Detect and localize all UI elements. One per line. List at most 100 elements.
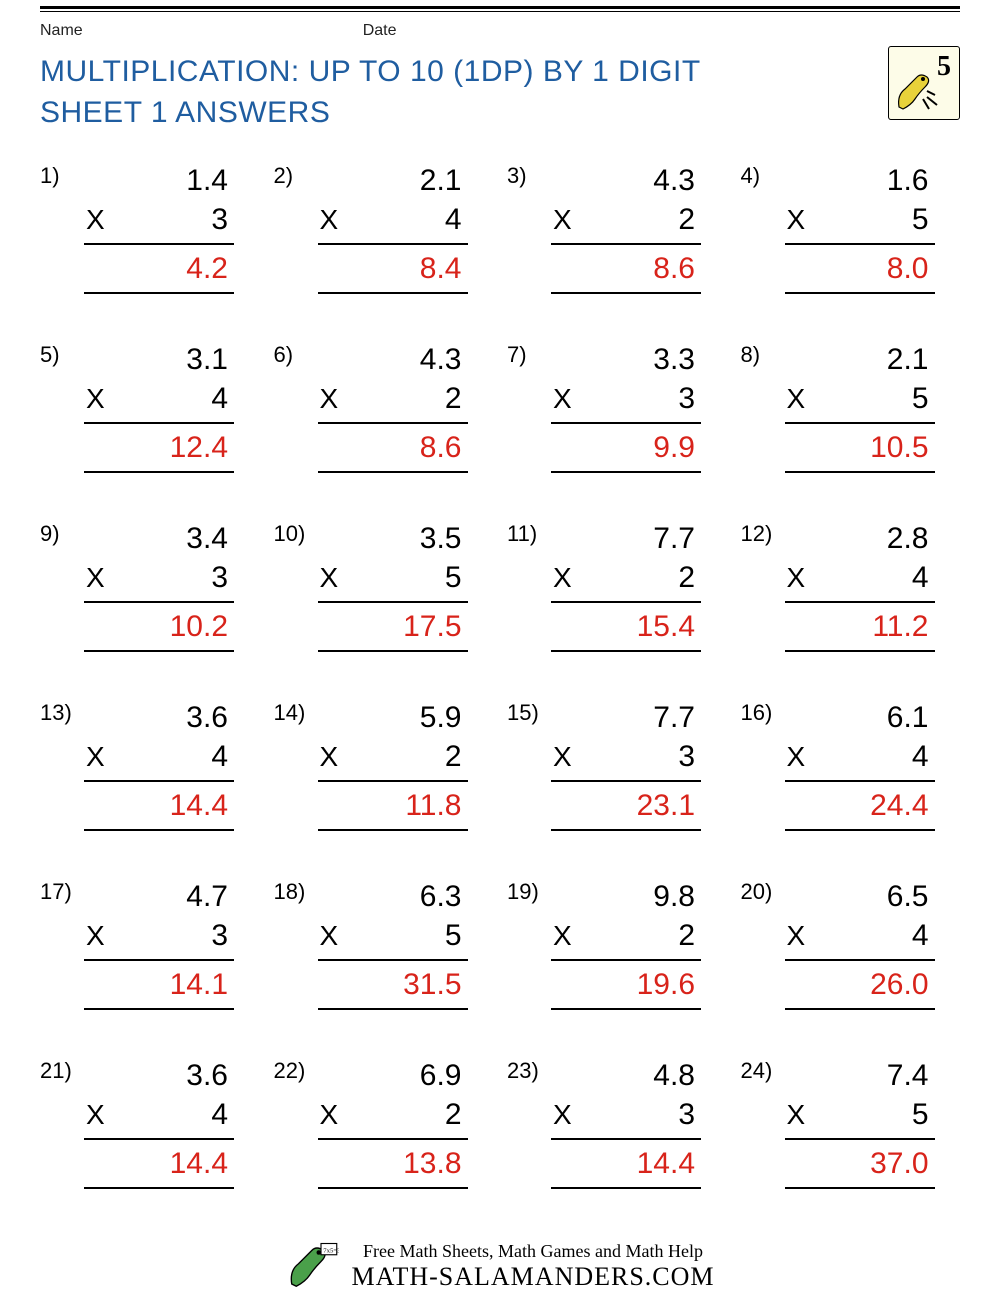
multiplicand: 1.6 [785,161,935,200]
answer: 9.9 [551,428,701,467]
problem-number: 19) [507,877,551,905]
problem-stack: 9.8X219.6 [551,877,701,1014]
multiplicand: 4.3 [551,161,701,200]
problem: 23)4.8X314.4 [507,1056,727,1193]
multiplier-row: X2 [551,558,701,597]
multiplier: 2 [678,916,695,955]
multiplier: 2 [445,737,462,776]
times-symbol: X [86,202,116,238]
answer: 10.5 [785,428,935,467]
top-rule-thick [40,6,960,9]
answer: 8.4 [318,249,468,288]
problem: 24)7.4X537.0 [741,1056,961,1193]
multiplier: 5 [445,916,462,955]
rule [318,292,468,294]
multiplicand: 6.1 [785,698,935,737]
multiplier: 4 [211,1095,228,1134]
problem-stack: 3.4X310.2 [84,519,234,656]
answer: 13.8 [318,1144,468,1183]
answer: 14.4 [84,786,234,825]
multiplier-row: X2 [318,379,468,418]
rule [84,829,234,831]
rule [318,601,468,603]
problem-number: 10) [274,519,318,547]
multiplicand: 4.3 [318,340,468,379]
rule [551,1008,701,1010]
multiplier: 3 [678,379,695,418]
problem: 10)3.5X517.5 [274,519,494,656]
problem: 6)4.3X28.6 [274,340,494,477]
rule [318,243,468,245]
answer: 8.6 [318,428,468,467]
rule [84,959,234,961]
times-symbol: X [320,739,350,775]
rule [84,601,234,603]
rule [84,1187,234,1189]
times-symbol: X [553,739,583,775]
name-label: Name [40,22,83,40]
rule [84,650,234,652]
multiplier-row: X5 [318,916,468,955]
multiplicand: 3.3 [551,340,701,379]
problem-number: 24) [741,1056,785,1084]
multiplier: 5 [445,558,462,597]
multiplicand: 3.6 [84,698,234,737]
problem-number: 12) [741,519,785,547]
problem: 7)3.3X39.9 [507,340,727,477]
problem-stack: 6.3X531.5 [318,877,468,1014]
date-label: Date [363,22,397,40]
problem-number: 14) [274,698,318,726]
answer: 4.2 [84,249,234,288]
multiplier-row: X4 [785,916,935,955]
multiplier: 2 [678,200,695,239]
problem-stack: 4.3X28.6 [551,161,701,298]
rule [551,243,701,245]
rule [318,959,468,961]
rule [785,471,935,473]
rule [318,829,468,831]
problem-stack: 6.9X2 13.8 [318,1056,468,1193]
multiplier: 3 [678,1095,695,1134]
salamander-icon [893,67,941,115]
rule [551,292,701,294]
problem: 2)2.1X48.4 [274,161,494,298]
multiplicand: 6.5 [785,877,935,916]
problem: 3)4.3X28.6 [507,161,727,298]
rule [785,829,935,831]
rule [551,601,701,603]
multiplier-row: X3 [551,379,701,418]
multiplier-row: X2 [318,1095,468,1134]
problem-number: 3) [507,161,551,189]
rule [785,243,935,245]
answer: 37.0 [785,1144,935,1183]
rule [785,780,935,782]
multiplier: 4 [912,737,929,776]
multiplier: 4 [912,558,929,597]
rule [551,780,701,782]
problem-stack: 3.6X414.4 [84,698,234,835]
problem-number: 22) [274,1056,318,1084]
multiplier: 5 [912,200,929,239]
multiplicand: 3.5 [318,519,468,558]
multiplier: 2 [445,379,462,418]
problem: 16)6.1X424.4 [741,698,961,835]
rule [318,650,468,652]
worksheet-page: Name Date MULTIPLICATION: UP TO 10 (1DP)… [0,12,1000,1298]
problem-number: 16) [741,698,785,726]
times-symbol: X [787,202,817,238]
times-symbol: X [553,381,583,417]
problem: 19)9.8X219.6 [507,877,727,1014]
multiplier: 4 [211,379,228,418]
multiplicand: 3.1 [84,340,234,379]
problem: 8)2.1X510.5 [741,340,961,477]
multiplicand: 6.3 [318,877,468,916]
rule [551,829,701,831]
problem: 21)3.6X414.4 [40,1056,260,1193]
problem-stack: 6.1X424.4 [785,698,935,835]
multiplier: 3 [211,916,228,955]
rule [318,1187,468,1189]
problem: 17)4.7X314.1 [40,877,260,1014]
problem: 13)3.6X414.4 [40,698,260,835]
multiplicand: 6.9 [318,1056,468,1095]
multiplier-row: X4 [318,200,468,239]
